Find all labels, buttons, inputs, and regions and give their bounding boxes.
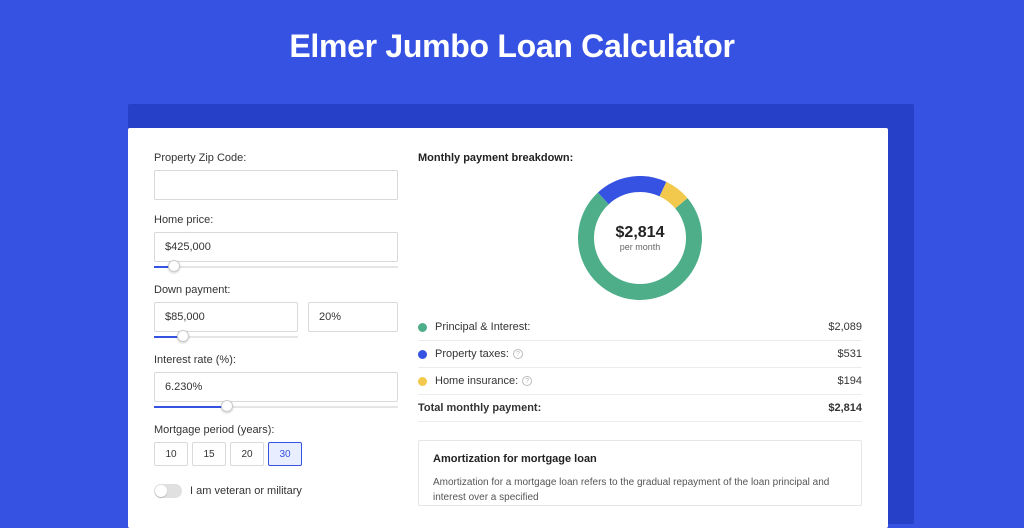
toggle-knob bbox=[155, 485, 167, 497]
info-icon[interactable]: ? bbox=[513, 349, 523, 359]
calculator-card: Property Zip Code: Home price: Down paym… bbox=[128, 128, 888, 528]
interest-input[interactable] bbox=[154, 372, 398, 402]
breakdown-label: Principal & Interest: bbox=[435, 321, 828, 333]
period-label: Mortgage period (years): bbox=[154, 424, 398, 436]
breakdown-title: Monthly payment breakdown: bbox=[418, 152, 862, 164]
breakdown-list: Principal & Interest: $2,089 Property taxe… bbox=[418, 314, 862, 422]
home-price-input[interactable] bbox=[154, 232, 398, 262]
zip-label: Property Zip Code: bbox=[154, 152, 398, 164]
period-option-10[interactable]: 10 bbox=[154, 442, 188, 466]
slider-fill bbox=[154, 406, 227, 408]
amortization-text: Amortization for a mortgage loan refers … bbox=[433, 475, 847, 505]
down-payment-slider[interactable] bbox=[154, 334, 298, 340]
breakdown-label-text: Property taxes: bbox=[435, 348, 509, 360]
home-price-label: Home price: bbox=[154, 214, 398, 226]
breakdown-label-text: Home insurance: bbox=[435, 375, 518, 387]
amortization-section: Amortization for mortgage loan Amortizat… bbox=[418, 440, 862, 506]
down-payment-amount-input[interactable] bbox=[154, 302, 298, 332]
breakdown-total-row: Total monthly payment:$2,814 bbox=[418, 395, 862, 422]
period-option-20[interactable]: 20 bbox=[230, 442, 264, 466]
donut-center: $2,814 per month bbox=[578, 176, 702, 300]
donut-sub: per month bbox=[620, 242, 661, 252]
down-payment-label: Down payment: bbox=[154, 284, 398, 296]
slider-thumb[interactable] bbox=[177, 330, 189, 342]
breakdown-row: Home insurance:?$194 bbox=[418, 368, 862, 395]
donut-wrap: $2,814 per month bbox=[418, 176, 862, 300]
home-price-field: Home price: bbox=[154, 214, 398, 270]
slider-thumb[interactable] bbox=[221, 400, 233, 412]
breakdown-label-text: Principal & Interest: bbox=[435, 321, 530, 333]
legend-dot bbox=[418, 377, 427, 386]
veteran-row: I am veteran or military bbox=[154, 484, 398, 498]
breakdown-row: Principal & Interest: $2,089 bbox=[418, 314, 862, 341]
info-icon[interactable]: ? bbox=[522, 376, 532, 386]
breakdown-panel: Monthly payment breakdown: $2,814 per mo… bbox=[418, 152, 862, 528]
breakdown-row: Property taxes:?$531 bbox=[418, 341, 862, 368]
slider-track bbox=[154, 266, 398, 268]
interest-label: Interest rate (%): bbox=[154, 354, 398, 366]
donut-amount: $2,814 bbox=[616, 224, 665, 242]
breakdown-label: Property taxes:? bbox=[435, 348, 838, 360]
slider-thumb[interactable] bbox=[168, 260, 180, 272]
legend-dot bbox=[418, 323, 427, 332]
down-payment-percent-input[interactable] bbox=[308, 302, 398, 332]
period-option-15[interactable]: 15 bbox=[192, 442, 226, 466]
breakdown-value: $194 bbox=[838, 375, 862, 387]
inputs-panel: Property Zip Code: Home price: Down paym… bbox=[154, 152, 398, 528]
period-field: Mortgage period (years): 10152030 bbox=[154, 424, 398, 466]
breakdown-value: $531 bbox=[838, 348, 862, 360]
period-group: 10152030 bbox=[154, 442, 398, 466]
breakdown-total-value: $2,814 bbox=[828, 402, 862, 414]
donut-chart: $2,814 per month bbox=[578, 176, 702, 300]
zip-field: Property Zip Code: bbox=[154, 152, 398, 200]
interest-slider[interactable] bbox=[154, 404, 398, 410]
amortization-title: Amortization for mortgage loan bbox=[433, 453, 847, 465]
interest-field: Interest rate (%): bbox=[154, 354, 398, 410]
legend-dot bbox=[418, 350, 427, 359]
breakdown-total-label: Total monthly payment: bbox=[418, 402, 828, 414]
down-payment-field: Down payment: bbox=[154, 284, 398, 340]
breakdown-label: Home insurance:? bbox=[435, 375, 838, 387]
home-price-slider[interactable] bbox=[154, 264, 398, 270]
veteran-toggle[interactable] bbox=[154, 484, 182, 498]
zip-input[interactable] bbox=[154, 170, 398, 200]
period-option-30[interactable]: 30 bbox=[268, 442, 302, 466]
breakdown-value: $2,089 bbox=[828, 321, 862, 333]
page-title: Elmer Jumbo Loan Calculator bbox=[0, 0, 1024, 87]
veteran-label: I am veteran or military bbox=[190, 485, 302, 497]
